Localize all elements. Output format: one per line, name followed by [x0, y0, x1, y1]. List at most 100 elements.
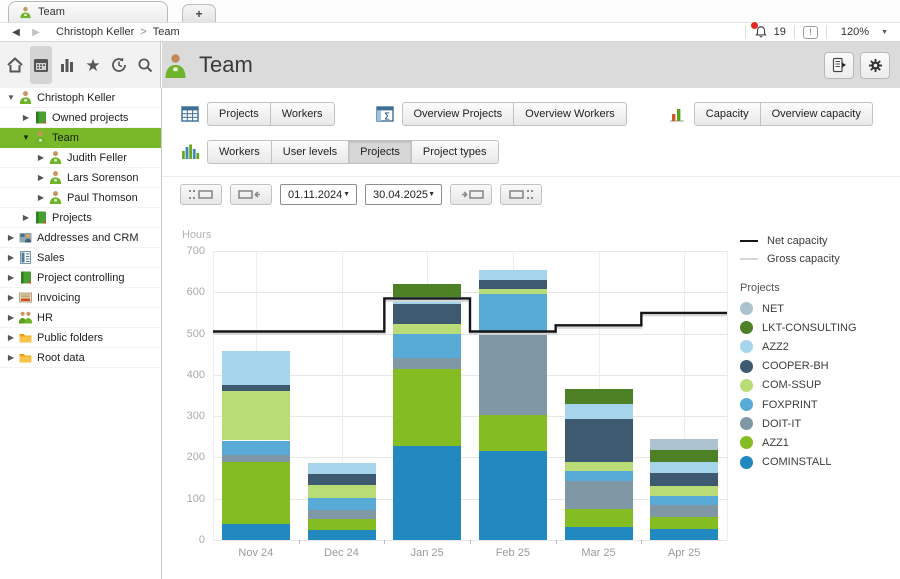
bar-segment-cooper-bh[interactable] [393, 303, 462, 324]
legend-item-azz1[interactable]: AZZ1 [740, 436, 789, 450]
bar-segment-foxprint[interactable] [393, 333, 462, 358]
bar-segment-lkt-consulting[interactable] [564, 388, 633, 404]
end-date-select[interactable]: 30.04.2025 ▼ [365, 184, 442, 205]
tree-collapsed-arrow-icon[interactable]: ▶ [22, 113, 30, 122]
bar-segment-cominstall[interactable] [478, 451, 547, 540]
legend-item-cominstall[interactable]: COMINSTALL [740, 455, 831, 469]
bar-segment-azz1[interactable] [478, 414, 547, 452]
bar-segment-com-ssup[interactable] [564, 461, 633, 472]
bar-segment-azz2[interactable] [564, 403, 633, 419]
legend-item-doit-it[interactable]: DOIT-IT [740, 417, 801, 431]
bar-segment-azz1[interactable] [393, 368, 462, 446]
sidebar-item-team[interactable]: ▼ Team [0, 128, 161, 148]
bar-segment-azz2[interactable] [221, 351, 290, 386]
tree-expanded-arrow-icon[interactable]: ▼ [7, 93, 15, 102]
tree-collapsed-arrow-icon[interactable]: ▶ [37, 173, 45, 182]
view-button-overview-capacity[interactable]: Overview capacity [759, 102, 873, 126]
sidebar-item-hr[interactable]: ▶ HR [0, 308, 161, 328]
bar-segment-cooper-bh[interactable] [564, 418, 633, 462]
history-icon[interactable] [108, 46, 130, 84]
grouping-tab-user-levels[interactable]: User levels [270, 140, 350, 164]
calendar-icon[interactable] [30, 46, 52, 84]
sidebar-item-projects[interactable]: ▶ Projects [0, 208, 161, 228]
bar-segment-foxprint[interactable] [650, 495, 719, 506]
bar-segment-azz1[interactable] [221, 461, 290, 525]
bar-segment-doit-it[interactable] [564, 480, 633, 510]
tree-collapsed-arrow-icon[interactable]: ▶ [7, 273, 15, 282]
bar-segment-doit-it[interactable] [307, 509, 376, 519]
bar-segment-com-ssup[interactable] [221, 391, 290, 441]
shift-forward-button[interactable] [450, 184, 492, 205]
sidebar-item-root-data[interactable]: ▶ Root data [0, 348, 161, 368]
bar-segment-cooper-bh[interactable] [221, 385, 290, 392]
tree-collapsed-arrow-icon[interactable]: ▶ [7, 233, 15, 242]
bar-segment-net[interactable] [650, 439, 719, 451]
jump-to-end-button[interactable] [500, 184, 542, 205]
legend-item-lkt-consulting[interactable]: LKT-CONSULTING [740, 321, 857, 335]
report-button[interactable] [824, 51, 854, 79]
tree-collapsed-arrow-icon[interactable]: ▶ [7, 353, 15, 362]
bar-segment-doit-it[interactable] [221, 455, 290, 462]
bar-segment-doit-it[interactable] [393, 357, 462, 369]
bar-segment-com-ssup[interactable] [478, 288, 547, 294]
legend-item-cooper-bh[interactable]: COOPER-BH [740, 359, 829, 373]
tree-collapsed-arrow-icon[interactable]: ▶ [7, 253, 15, 262]
bar-segment-azz2[interactable] [307, 462, 376, 475]
tree-collapsed-arrow-icon[interactable]: ▶ [22, 213, 30, 222]
grouping-tab-workers[interactable]: Workers [207, 140, 272, 164]
bar-segment-cominstall[interactable] [564, 527, 633, 540]
sidebar-item-project-controlling[interactable]: ▶ Project controlling [0, 268, 161, 288]
info-icon[interactable]: ! [802, 25, 818, 39]
sidebar-item-public-folders[interactable]: ▶ Public folders [0, 328, 161, 348]
view-button-capacity[interactable]: Capacity [693, 102, 761, 126]
bar-segment-azz1[interactable] [307, 518, 376, 531]
chevron-down-icon[interactable]: ▼ [881, 28, 888, 36]
bar-segment-com-ssup[interactable] [393, 323, 462, 334]
sidebar-item-invoicing[interactable]: ▶ Invoicing [0, 288, 161, 308]
bar-segment-foxprint[interactable] [221, 440, 290, 456]
bar-segment-azz2[interactable] [650, 461, 719, 474]
jump-to-start-button[interactable] [180, 184, 222, 205]
zoom-level[interactable]: 120% [840, 26, 870, 38]
legend-item-net[interactable]: NET [740, 302, 784, 316]
shift-back-button[interactable] [230, 184, 272, 205]
breadcrumb-root[interactable]: Christoph Keller [56, 26, 135, 38]
legend-item-foxprint[interactable]: FOXPRINT [740, 398, 818, 412]
forward-button[interactable]: ▶ [32, 26, 40, 38]
bar-segment-com-ssup[interactable] [650, 485, 719, 496]
bar-segment-azz2[interactable] [393, 297, 462, 304]
tree-collapsed-arrow-icon[interactable]: ▶ [7, 293, 15, 302]
sidebar-item-addresses-and-crm[interactable]: ▶ Addresses and CRM [0, 228, 161, 248]
bar-segment-doit-it[interactable] [478, 331, 547, 415]
view-button-overview-projects[interactable]: Overview Projects [401, 102, 515, 126]
home-icon[interactable] [4, 46, 26, 84]
view-button-overview-workers[interactable]: Overview Workers [513, 102, 627, 126]
view-button-projects[interactable]: Projects [207, 102, 271, 126]
bar-segment-doit-it[interactable] [650, 505, 719, 518]
bar-segment-foxprint[interactable] [564, 471, 633, 481]
bar-segment-cominstall[interactable] [650, 528, 719, 540]
sidebar-item-sales[interactable]: ▶ Sales [0, 248, 161, 268]
search-icon[interactable] [134, 46, 156, 84]
tree-expanded-arrow-icon[interactable]: ▼ [22, 133, 30, 142]
bar-segment-cooper-bh[interactable] [650, 473, 719, 486]
sidebar-item-judith-feller[interactable]: ▶ Judith Feller [0, 148, 161, 168]
bar-segment-azz1[interactable] [564, 509, 633, 528]
tree-collapsed-arrow-icon[interactable]: ▶ [37, 153, 45, 162]
bar-segment-com-ssup[interactable] [307, 485, 376, 498]
sidebar-item-owned-projects[interactable]: ▶ Owned projects [0, 108, 161, 128]
bar-chart-icon[interactable] [56, 46, 78, 84]
view-button-workers[interactable]: Workers [269, 102, 335, 126]
legend-item-azz2[interactable]: AZZ2 [740, 340, 789, 354]
back-button[interactable]: ◀ [12, 26, 20, 38]
star-icon[interactable]: ★ [85, 55, 101, 75]
bar-segment-azz2[interactable] [478, 269, 547, 281]
bar-segment-foxprint[interactable] [307, 497, 376, 510]
start-date-select[interactable]: 01.11.2024 ▼ [280, 184, 357, 205]
settings-button[interactable] [860, 51, 890, 79]
bar-segment-cominstall[interactable] [307, 530, 376, 540]
tab-team[interactable]: Team [8, 1, 168, 22]
bar-segment-foxprint[interactable] [478, 293, 547, 332]
new-tab-button[interactable]: + [182, 4, 216, 22]
grouping-tab-projects[interactable]: Projects [348, 140, 412, 164]
